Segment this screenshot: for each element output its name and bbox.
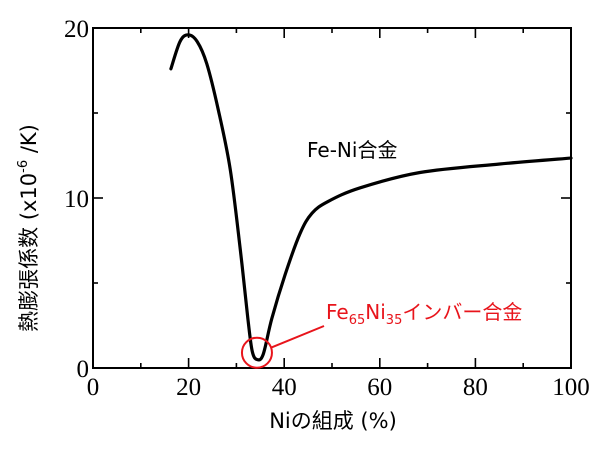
y-axis-title: 熱膨張係数 (x10-6 /K)	[16, 124, 41, 332]
x-tick-label: 20	[176, 374, 201, 401]
x-tick-label: 100	[552, 374, 590, 401]
invar-marker-circle	[240, 336, 273, 369]
invar-label: Fe65Ni35インバー合金	[326, 300, 522, 328]
x-tick-label: 60	[367, 374, 392, 401]
series-label: Fe-Ni合金	[307, 138, 397, 162]
y-tick-labels: 0 10 20	[64, 16, 89, 383]
invar-leader-line	[270, 325, 325, 349]
y-tick-label: 10	[64, 186, 89, 213]
plot-frame	[92, 27, 572, 369]
y-tick-label: 20	[64, 16, 89, 43]
x-tick-label: 80	[463, 374, 488, 401]
x-axis-title: Niの組成 (%)	[269, 409, 397, 433]
x-tick-label: 40	[272, 374, 297, 401]
x-tick-label: 0	[87, 374, 100, 401]
x-tick-labels: 0 20 40 60 80 100	[87, 374, 590, 401]
y-tick-label: 0	[77, 356, 90, 383]
data-series-line	[169, 33, 573, 362]
